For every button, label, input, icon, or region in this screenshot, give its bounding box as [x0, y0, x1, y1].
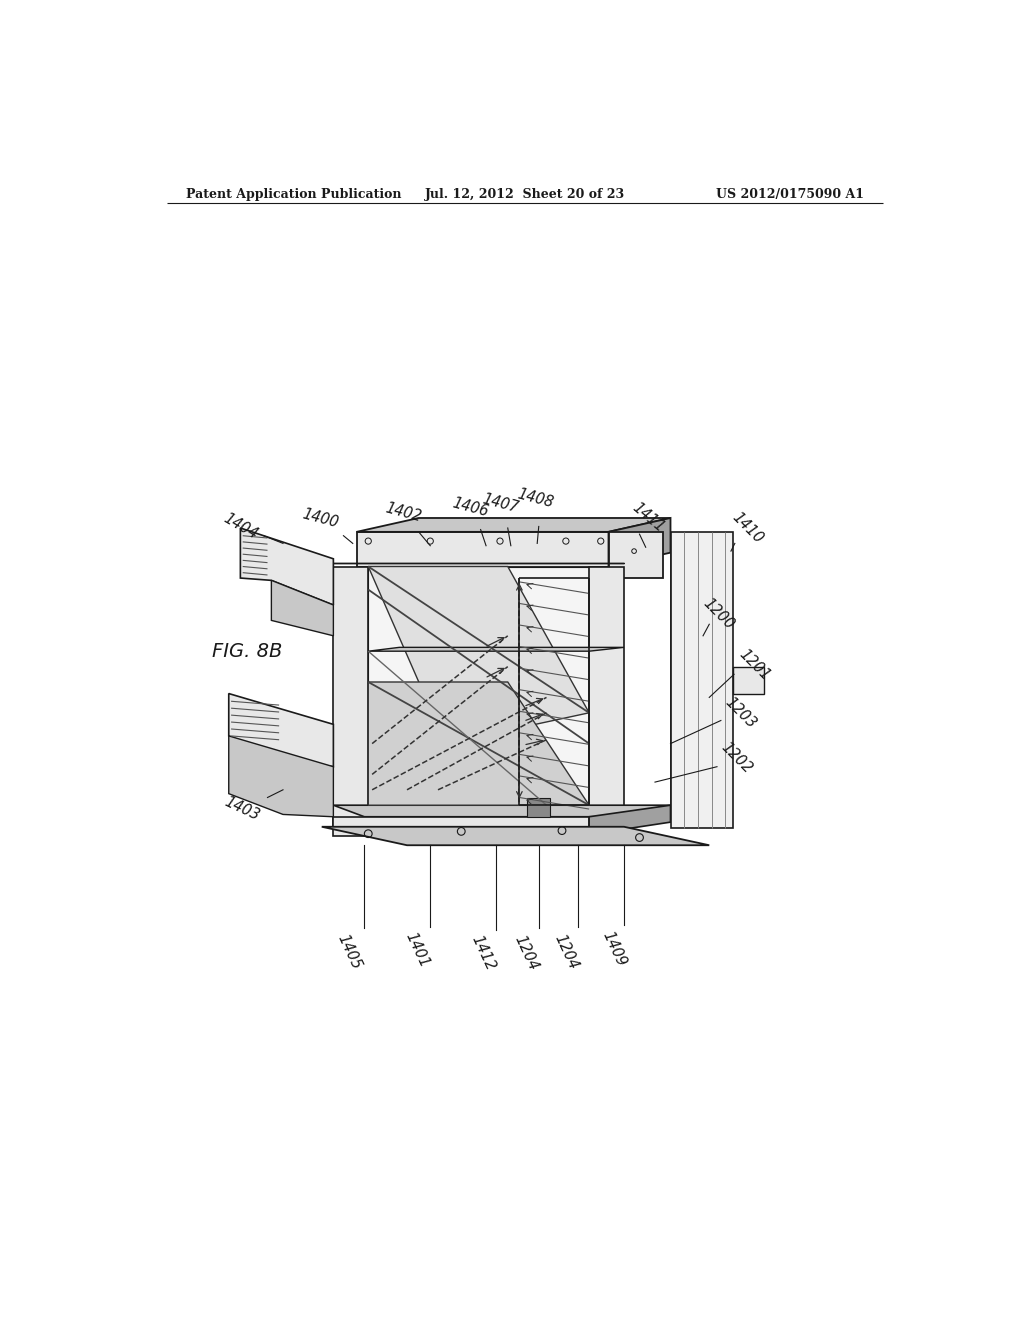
Text: 1201: 1201 — [736, 647, 772, 684]
Polygon shape — [369, 566, 589, 805]
Text: Jul. 12, 2012  Sheet 20 of 23: Jul. 12, 2012 Sheet 20 of 23 — [425, 187, 625, 201]
Text: 1407: 1407 — [480, 491, 520, 515]
Polygon shape — [608, 517, 671, 566]
Text: 1202: 1202 — [718, 739, 755, 776]
Polygon shape — [356, 517, 671, 532]
Text: 1410: 1410 — [730, 510, 766, 546]
Text: FIG. 8B: FIG. 8B — [212, 642, 282, 661]
Text: US 2012/0175090 A1: US 2012/0175090 A1 — [716, 187, 864, 201]
Text: 1405: 1405 — [334, 932, 364, 972]
Text: 1204: 1204 — [552, 932, 582, 972]
Text: 1400: 1400 — [300, 506, 340, 531]
Polygon shape — [608, 532, 663, 578]
Text: 1203: 1203 — [722, 694, 759, 731]
Polygon shape — [241, 528, 334, 605]
Text: 1403: 1403 — [222, 795, 262, 824]
Polygon shape — [369, 682, 589, 805]
Text: Patent Application Publication: Patent Application Publication — [186, 187, 401, 201]
Text: 1401: 1401 — [402, 931, 432, 970]
Text: 1402: 1402 — [383, 500, 423, 524]
Polygon shape — [369, 566, 589, 743]
Text: 1412: 1412 — [468, 933, 498, 973]
Text: 1408: 1408 — [515, 487, 555, 511]
Polygon shape — [356, 532, 608, 566]
Polygon shape — [589, 566, 624, 829]
Text: 1409: 1409 — [599, 929, 629, 969]
Polygon shape — [334, 817, 589, 836]
Polygon shape — [671, 553, 701, 813]
Polygon shape — [334, 566, 369, 829]
Text: 1411: 1411 — [630, 499, 668, 535]
Polygon shape — [322, 826, 710, 845]
Polygon shape — [228, 693, 334, 767]
Text: 1200: 1200 — [700, 595, 737, 632]
Text: 1406: 1406 — [451, 495, 490, 519]
Text: 1404: 1404 — [220, 511, 260, 543]
Polygon shape — [271, 581, 334, 636]
Polygon shape — [369, 647, 624, 651]
Polygon shape — [671, 532, 732, 829]
Polygon shape — [589, 805, 671, 834]
Polygon shape — [527, 797, 550, 817]
Text: 1204: 1204 — [512, 933, 541, 973]
Polygon shape — [228, 737, 334, 817]
Polygon shape — [732, 667, 764, 693]
Polygon shape — [334, 805, 701, 817]
